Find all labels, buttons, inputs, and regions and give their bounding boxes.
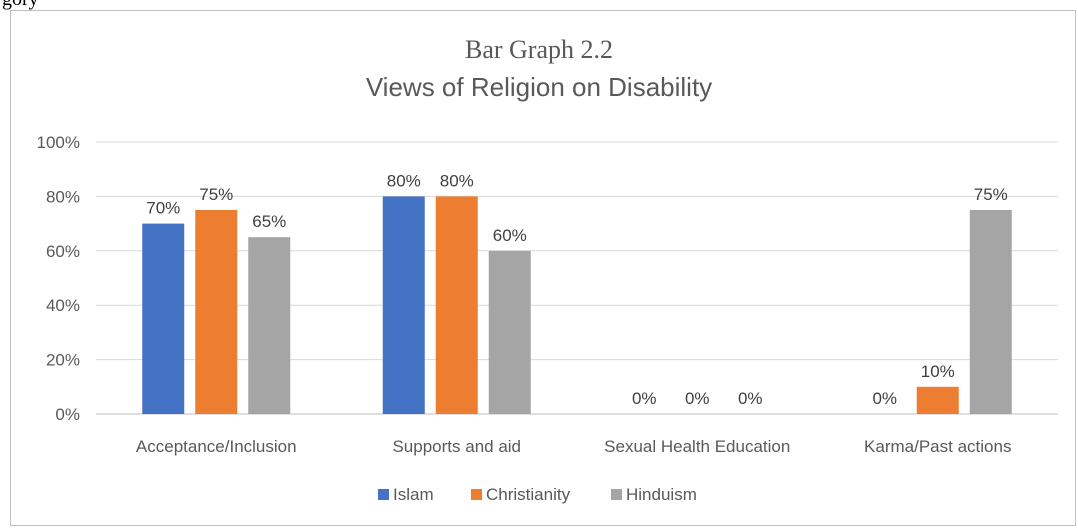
data-label: 0% — [632, 389, 657, 408]
data-label: 65% — [252, 212, 286, 231]
data-label: 0% — [738, 389, 763, 408]
data-label: 10% — [921, 362, 955, 381]
bar-hinduism — [248, 237, 291, 414]
category-label: Acceptance/Inclusion — [136, 437, 297, 456]
legend-label-islam: Islam — [393, 485, 434, 504]
data-label: 75% — [974, 185, 1008, 204]
y-tick-label: 80% — [46, 187, 80, 206]
bar-christianity — [916, 386, 959, 414]
bar-christianity — [195, 210, 238, 414]
page-fragment-text: gory — [2, 0, 39, 10]
legend-swatch-hinduism — [611, 489, 622, 500]
y-tick-label: 20% — [46, 351, 80, 370]
data-label: 0% — [685, 389, 710, 408]
bar-hinduism — [969, 210, 1012, 414]
data-label: 0% — [872, 389, 897, 408]
data-label: 80% — [387, 171, 421, 190]
page-fragment: gory — [0, 0, 1078, 10]
data-label: 60% — [493, 226, 527, 245]
y-tick-label: 60% — [46, 242, 80, 261]
y-tick-label: 0% — [55, 405, 80, 424]
legend-label-christianity: Christianity — [486, 485, 571, 504]
bar-islam — [142, 223, 185, 414]
data-label: 80% — [440, 171, 474, 190]
y-tick-label: 40% — [46, 296, 80, 315]
data-label: 70% — [146, 199, 180, 218]
legend-swatch-christianity — [471, 489, 482, 500]
category-label: Sexual Health Education — [604, 437, 790, 456]
chart-frame — [10, 10, 1076, 526]
bar-hinduism — [488, 250, 531, 414]
data-label: 75% — [199, 185, 233, 204]
chart-title: Bar Graph 2.2 — [465, 35, 613, 64]
y-tick-label: 100% — [37, 133, 80, 152]
legend-label-hinduism: Hinduism — [626, 485, 697, 504]
bar-christianity — [435, 196, 478, 414]
legend-swatch-islam — [378, 489, 389, 500]
chart-subtitle: Views of Religion on Disability — [366, 72, 712, 102]
category-label: Supports and aid — [392, 437, 521, 456]
bar-islam — [382, 196, 425, 414]
category-label: Karma/Past actions — [864, 437, 1011, 456]
